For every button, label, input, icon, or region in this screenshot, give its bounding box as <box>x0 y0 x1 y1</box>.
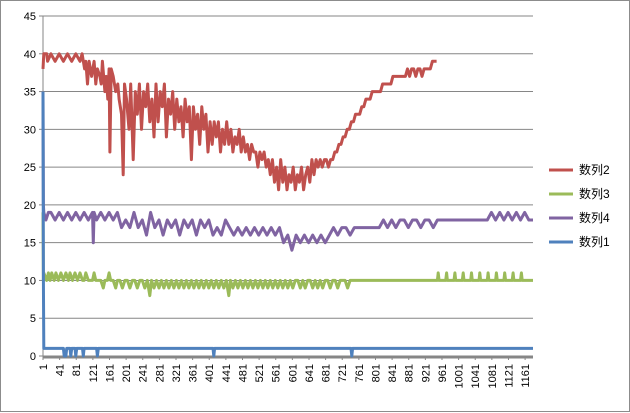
x-tick-label: 521 <box>254 364 266 382</box>
y-tick-label: 35 <box>24 87 36 99</box>
x-tick-label: 441 <box>221 364 233 382</box>
x-tick-label: 1 <box>38 364 50 370</box>
x-tick-label: 81 <box>71 364 83 376</box>
x-tick-label: 161 <box>104 364 116 382</box>
y-tick-label: 30 <box>24 124 36 136</box>
x-tick-label: 361 <box>188 364 200 382</box>
legend-label: 数列3 <box>579 186 610 201</box>
x-tick-label: 481 <box>237 364 249 382</box>
legend-label: 数列4 <box>579 210 610 225</box>
y-axis: 0 5 10 15 20 25 30 35 40 45 <box>24 11 44 363</box>
x-tick-label: 921 <box>420 364 432 382</box>
x-tick-label: 801 <box>370 364 382 382</box>
series-line-4 <box>41 91 533 358</box>
x-tick-label: 881 <box>404 364 416 382</box>
x-tick-label: 401 <box>204 364 216 382</box>
gridlines <box>43 15 533 319</box>
x-tick-label: 561 <box>271 364 283 382</box>
y-tick-label: 20 <box>24 200 36 212</box>
x-tick-label: 841 <box>387 364 399 382</box>
legend-label: 数列2 <box>579 162 610 177</box>
y-tick-label: 10 <box>24 275 36 287</box>
x-axis: 1 41 81 121 161 201 241 281 321 361 401 441 481 521 56… <box>38 355 533 388</box>
y-tick-label: 45 <box>24 11 36 23</box>
x-tick-label: 321 <box>171 364 183 382</box>
x-tick-label: 121 <box>88 364 100 382</box>
x-tick-label: 681 <box>321 364 333 382</box>
y-tick-label: 40 <box>24 49 36 61</box>
series-lines <box>41 52 533 358</box>
x-tick-label: 281 <box>154 364 166 382</box>
x-tick-label: 721 <box>337 364 349 382</box>
x-tick-label: 1001 <box>454 364 466 388</box>
y-tick-label: 25 <box>24 162 36 174</box>
x-tick-label: 241 <box>138 364 150 382</box>
series-line-1 <box>41 52 437 192</box>
x-tick-label: 1121 <box>503 364 515 388</box>
x-tick-label: 961 <box>437 364 449 382</box>
series-line-3 <box>41 91 533 252</box>
x-tick-label: 641 <box>304 364 316 382</box>
x-tick-label: 1161 <box>520 364 532 388</box>
x-tick-label: 1081 <box>487 364 499 388</box>
legend-label: 数列1 <box>579 234 610 249</box>
x-tick-label: 601 <box>287 364 299 382</box>
y-tick-label: 15 <box>24 238 36 250</box>
x-tick-label: 41 <box>55 364 67 376</box>
x-tick-label: 761 <box>354 364 366 382</box>
series-line-2 <box>41 212 533 298</box>
legend: 数列2 数列3 数列4 数列1 <box>549 162 610 249</box>
y-tick-label: 0 <box>30 351 36 363</box>
x-tick-label: 1041 <box>470 364 482 388</box>
y-tick-label: 5 <box>30 313 36 325</box>
x-tick-label: 201 <box>121 364 133 382</box>
